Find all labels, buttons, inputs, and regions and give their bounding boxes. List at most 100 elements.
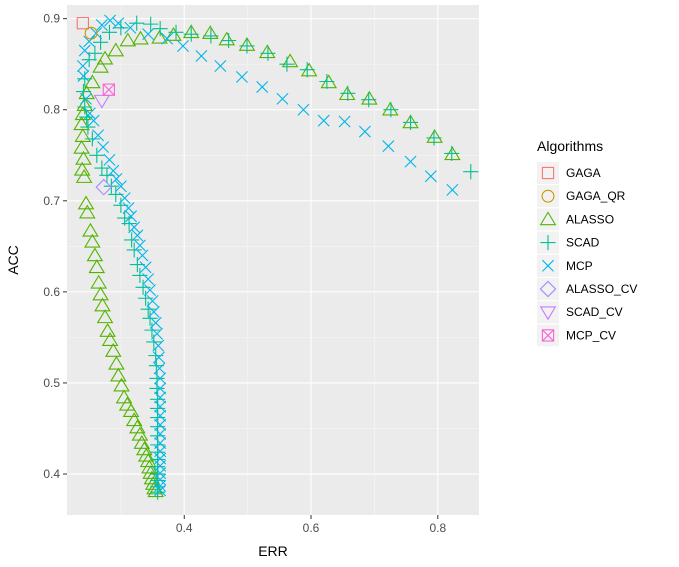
point-scad xyxy=(129,15,145,31)
x-axis-label: ERR xyxy=(258,543,288,559)
point-mcp xyxy=(114,180,127,193)
point-mcp xyxy=(154,372,167,385)
y-tick-label: 0.8 xyxy=(43,103,60,117)
legend-label: MCP xyxy=(566,259,593,273)
point-mcp xyxy=(136,249,149,262)
point-scad xyxy=(152,21,168,37)
point-mcp xyxy=(118,192,131,205)
point-alasso xyxy=(110,367,127,382)
point-alasso xyxy=(82,222,99,237)
point-mcp xyxy=(404,155,417,168)
point-alasso xyxy=(137,447,155,462)
point-mcp xyxy=(154,427,167,440)
point-alasso xyxy=(139,453,157,468)
legend-label: SCAD_CV xyxy=(566,305,623,319)
point-scad xyxy=(340,85,356,101)
point-mcp xyxy=(78,44,91,57)
point-mcp xyxy=(131,229,144,242)
point-alasso xyxy=(96,50,114,65)
point-alasso xyxy=(108,355,125,370)
point-mcp xyxy=(76,60,89,73)
point-mcp xyxy=(154,400,167,413)
point-scad xyxy=(101,24,118,40)
point-scad xyxy=(87,45,103,61)
legend-label: ALASSO_CV xyxy=(566,282,637,296)
point-mcp xyxy=(133,239,146,252)
point-alasso xyxy=(73,116,90,131)
point-scad xyxy=(463,164,479,180)
point-scad xyxy=(84,131,100,147)
point-alasso xyxy=(75,169,93,183)
point-gaga-qr xyxy=(84,26,98,40)
point-alasso xyxy=(361,90,378,105)
legend-item-gaga: GAGA xyxy=(537,162,601,184)
point-mcp xyxy=(90,27,103,40)
point-alasso xyxy=(165,26,182,41)
point-mcp xyxy=(154,391,167,404)
x-tick-label: 0.6 xyxy=(303,521,320,535)
y-tick-label: 0.4 xyxy=(43,467,60,481)
legend-item-alasso: ALASSO xyxy=(537,208,614,231)
point-scad xyxy=(80,119,96,135)
legend-item-scad: SCAD xyxy=(537,231,600,254)
legend-key-gaga xyxy=(541,166,555,180)
point-mcp xyxy=(103,153,116,166)
point-mcp xyxy=(338,115,351,128)
legend-item-mcp: MCP xyxy=(537,254,593,277)
point-scad xyxy=(168,24,184,40)
point-scad xyxy=(77,99,93,115)
point-gaga xyxy=(76,17,89,30)
point-mcp xyxy=(235,70,248,83)
point-mcp xyxy=(195,50,208,62)
point-mcp xyxy=(142,28,155,41)
point-scad xyxy=(299,62,315,78)
legend-item-alasso-cv: ALASSO_CV xyxy=(537,278,637,300)
point-mcp xyxy=(95,19,108,32)
point-scad xyxy=(426,130,442,146)
point-mcp-cv-box xyxy=(102,83,115,96)
point-mcp xyxy=(276,92,289,105)
point-mcp xyxy=(124,21,137,34)
point-mcp xyxy=(142,273,155,286)
point-alasso xyxy=(113,377,130,392)
point-mcp xyxy=(297,103,310,116)
point-mcp-cv-x xyxy=(102,83,115,96)
x-tick-label: 0.4 xyxy=(176,521,193,535)
point-mcp xyxy=(153,362,166,375)
point-mcp xyxy=(97,141,110,154)
point-mcp xyxy=(107,164,120,177)
point-mcp xyxy=(147,305,160,318)
legend-key-gaga-qr xyxy=(541,189,555,203)
legend-item-mcp-cv: MCP_CV xyxy=(537,324,616,347)
point-mcp xyxy=(87,114,100,127)
point-alasso xyxy=(133,434,151,449)
point-mcp xyxy=(122,202,135,215)
point-alasso xyxy=(381,101,399,116)
point-scad xyxy=(279,56,295,72)
point-scad xyxy=(143,16,159,32)
point-mcp xyxy=(92,129,105,142)
point-alasso xyxy=(73,161,91,176)
point-alasso xyxy=(104,343,122,357)
point-mcp xyxy=(154,479,167,492)
legend-label: GAGA_QR xyxy=(566,189,626,203)
point-alasso xyxy=(94,297,111,312)
point-scad xyxy=(402,114,419,131)
point-mcp xyxy=(83,35,96,48)
point-alasso xyxy=(119,32,137,47)
legend-key-mcp-cv-x xyxy=(542,329,554,342)
gridlines xyxy=(67,5,479,515)
legend-label: GAGA xyxy=(566,166,601,180)
x-axis: 0.4 0.6 0.8 xyxy=(176,515,446,535)
point-mcp xyxy=(358,125,371,138)
legend-item-gaga-qr: GAGA_QR xyxy=(537,185,626,208)
point-scad xyxy=(113,20,129,36)
point-mcp xyxy=(77,70,90,83)
series-gaga-qr xyxy=(84,26,98,40)
x-tick-label: 0.8 xyxy=(429,521,446,535)
point-alasso xyxy=(142,465,159,479)
point-alasso xyxy=(136,441,153,456)
point-alasso xyxy=(74,128,92,142)
point-scad xyxy=(89,147,105,163)
point-alasso xyxy=(96,309,114,324)
